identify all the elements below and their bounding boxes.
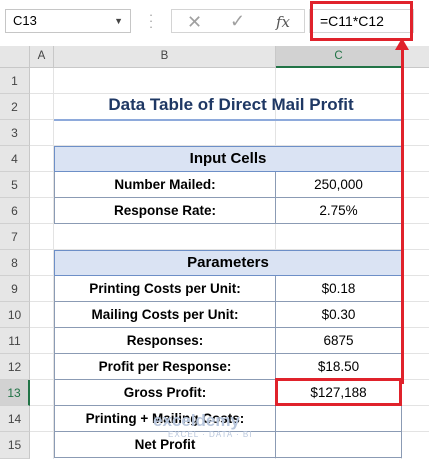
row-header-14[interactable]: 14	[0, 406, 30, 432]
param-label-gross-profit[interactable]: Gross Profit:	[54, 380, 276, 406]
param-label-profit-per-response[interactable]: Profit per Response:	[54, 354, 276, 380]
formula-input[interactable]: =C11*C12	[309, 9, 414, 33]
param-label-printing-mailing-costs[interactable]: Printing + Mailing Costs:	[54, 406, 276, 432]
enter-check-icon[interactable]: ✓	[230, 11, 246, 31]
row-header-11[interactable]: 11	[0, 328, 30, 354]
chevron-down-icon[interactable]: ▼	[114, 16, 123, 26]
param-value-profit-per-response[interactable]: $18.50	[276, 354, 402, 380]
insert-function-icon[interactable]: fx	[276, 13, 291, 31]
gridline	[30, 93, 429, 94]
column-header-next[interactable]	[402, 46, 429, 68]
param-value-mailing-costs[interactable]: $0.30	[276, 302, 402, 328]
row-header-4[interactable]: 4	[0, 146, 30, 172]
row-header-10[interactable]: 10	[0, 302, 30, 328]
param-value-net-profit[interactable]	[276, 432, 402, 458]
param-value-printing-mailing-costs[interactable]	[276, 406, 402, 432]
sheet-title: Data Table of Direct Mail Profit	[108, 95, 354, 114]
row-header-12[interactable]: 12	[0, 354, 30, 380]
input-value-response-rate[interactable]: 2.75%	[276, 198, 402, 224]
input-label-number-mailed[interactable]: Number Mailed:	[54, 172, 276, 198]
row-header-9[interactable]: 9	[0, 276, 30, 302]
column-header-c[interactable]: C	[276, 46, 402, 68]
selected-cell-highlight	[275, 378, 402, 406]
watermark-logo: exceldemy	[153, 411, 240, 430]
input-label-response-rate[interactable]: Response Rate:	[54, 198, 276, 224]
column-header-b[interactable]: B	[54, 46, 276, 68]
param-value-responses[interactable]: 6875	[276, 328, 402, 354]
formula-highlight-box	[310, 1, 413, 41]
annotation-arrow-head-icon	[395, 38, 409, 50]
param-label-net-profit[interactable]: Net Profit	[54, 432, 276, 458]
name-box-value: C13	[13, 13, 37, 28]
param-label-printing-costs[interactable]: Printing Costs per Unit:	[54, 276, 276, 302]
annotation-arrow-line	[401, 48, 404, 384]
input-cells-header[interactable]: Input Cells	[54, 146, 402, 172]
cancel-icon[interactable]: ✕	[187, 12, 203, 32]
param-value-printing-costs[interactable]: $0.18	[276, 276, 402, 302]
row-header-6[interactable]: 6	[0, 198, 30, 224]
row-header-7[interactable]: 7	[0, 224, 30, 250]
gridline	[30, 249, 429, 250]
row-header-13[interactable]: 13	[0, 380, 30, 406]
row-header-2[interactable]: 2	[0, 94, 30, 120]
parameters-header[interactable]: Parameters	[54, 250, 402, 276]
watermark-tagline: EXCEL · DATA · BI	[168, 430, 253, 439]
select-all-corner[interactable]	[0, 46, 30, 68]
formula-buttons: ✕ ✓ fx	[171, 9, 305, 33]
row-header-5[interactable]: 5	[0, 172, 30, 198]
param-label-responses[interactable]: Responses:	[54, 328, 276, 354]
formula-bar-area: C13 ▼ · · · ✕ ✓ fx =C11*C12	[0, 0, 429, 46]
drag-handle-icon[interactable]: · · ·	[148, 7, 154, 34]
row-header-1[interactable]: 1	[0, 68, 30, 94]
name-box[interactable]: C13 ▼	[5, 9, 131, 33]
column-header-a[interactable]: A	[30, 46, 54, 68]
row-header-8[interactable]: 8	[0, 250, 30, 276]
gridline	[30, 145, 429, 146]
title-underline	[54, 119, 401, 121]
row-header-3[interactable]: 3	[0, 120, 30, 146]
row-header-15[interactable]: 15	[0, 432, 30, 459]
input-value-number-mailed[interactable]: 250,000	[276, 172, 402, 198]
gridline	[53, 68, 54, 459]
param-label-mailing-costs[interactable]: Mailing Costs per Unit:	[54, 302, 276, 328]
